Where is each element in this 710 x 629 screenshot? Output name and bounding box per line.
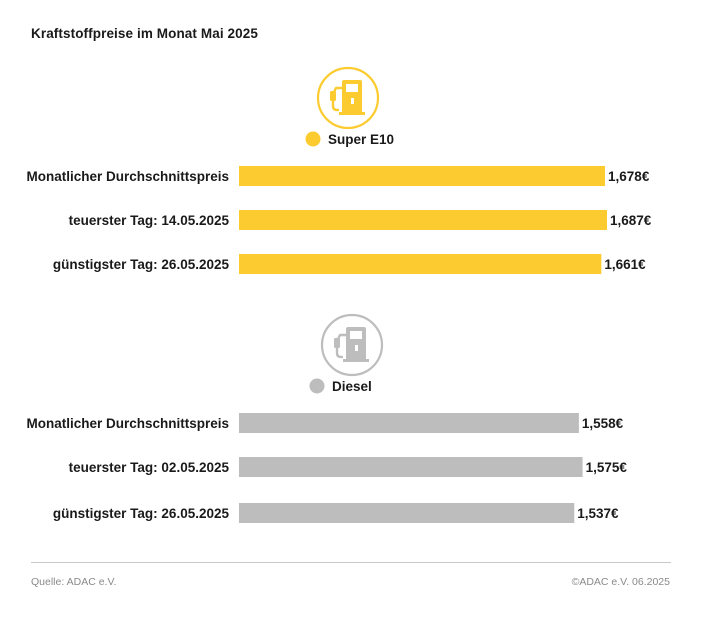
value-label: 1,687€: [610, 213, 652, 228]
source-note: Quelle: ADAC e.V.: [31, 576, 117, 588]
bar: [239, 413, 579, 433]
category-label: teuerster Tag: 14.05.2025: [69, 213, 230, 228]
bar: [239, 166, 606, 186]
legend-label: Super E10: [328, 132, 394, 147]
value-label: 1,678€: [608, 169, 650, 184]
value-label: 1,575€: [586, 460, 628, 475]
chart-title: Kraftstoffpreise im Monat Mai 2025: [31, 26, 258, 41]
category-label: teuerster Tag: 02.05.2025: [69, 460, 230, 475]
bar: [239, 503, 575, 523]
value-label: 1,558€: [582, 416, 624, 431]
bar: [239, 457, 583, 477]
category-label: Monatlicher Durchschnittspreis: [26, 169, 229, 184]
fuel-pump-icon: [316, 66, 380, 130]
legend-swatch: [309, 378, 325, 394]
category-label: günstigster Tag: 26.05.2025: [53, 506, 230, 521]
value-label: 1,661€: [604, 257, 646, 272]
bar: [239, 210, 607, 230]
footer-divider: [31, 562, 671, 563]
value-label: 1,537€: [577, 506, 619, 521]
category-label: Monatlicher Durchschnittspreis: [26, 416, 229, 431]
category-label: günstigster Tag: 26.05.2025: [53, 257, 230, 272]
copyright-note: ©ADAC e.V. 06.2025: [571, 576, 670, 588]
fuel-pump-icon: [320, 313, 384, 377]
bar: [239, 254, 602, 274]
legend-label: Diesel: [332, 379, 372, 394]
legend-swatch: [305, 131, 321, 147]
